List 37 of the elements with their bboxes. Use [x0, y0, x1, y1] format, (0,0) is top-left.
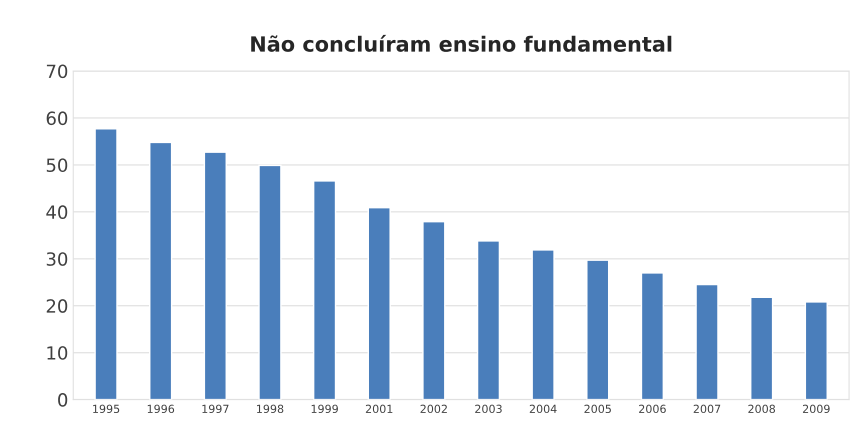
bar — [258, 164, 282, 400]
bar — [94, 128, 118, 400]
x-tick-label: 2005 — [584, 404, 611, 414]
bar — [476, 240, 500, 400]
x-tick-label: 1998 — [257, 404, 284, 414]
x-tick-label: 1997 — [202, 404, 229, 414]
bar — [695, 284, 719, 400]
y-tick-label: 10 — [47, 346, 68, 360]
x-tick-label: 2001 — [366, 404, 392, 414]
bar — [586, 260, 610, 400]
bar — [204, 152, 227, 400]
y-tick-label: 60 — [46, 111, 68, 126]
bar — [640, 272, 664, 400]
x-tick-label: 2008 — [748, 404, 776, 414]
x-tick-label: 1999 — [312, 404, 338, 414]
y-tick-label: 40 — [46, 205, 68, 219]
bar — [750, 296, 774, 400]
y-tick-label: 0 — [58, 393, 68, 407]
x-tick-label: 1996 — [148, 404, 174, 414]
x-tick-label: 2003 — [475, 404, 502, 414]
x-tick-label: 2006 — [639, 404, 666, 414]
x-tick-label: 2002 — [420, 404, 447, 414]
chart-title: Não concluíram ensino fundamental — [251, 34, 672, 52]
bar — [804, 301, 828, 400]
y-tick-label: 70 — [46, 64, 68, 78]
x-tick-label: 2009 — [802, 404, 830, 414]
bar — [312, 180, 336, 400]
x-tick-label: 2004 — [530, 404, 557, 414]
bar — [368, 206, 391, 400]
y-tick-label: 50 — [46, 158, 68, 172]
x-tick-label: 2007 — [694, 404, 720, 414]
bar — [532, 249, 555, 400]
y-tick-label: 30 — [46, 252, 68, 266]
x-tick-label: 1995 — [93, 404, 120, 414]
bar — [149, 142, 172, 400]
y-tick-label: 20 — [46, 299, 68, 313]
bar — [422, 221, 446, 400]
